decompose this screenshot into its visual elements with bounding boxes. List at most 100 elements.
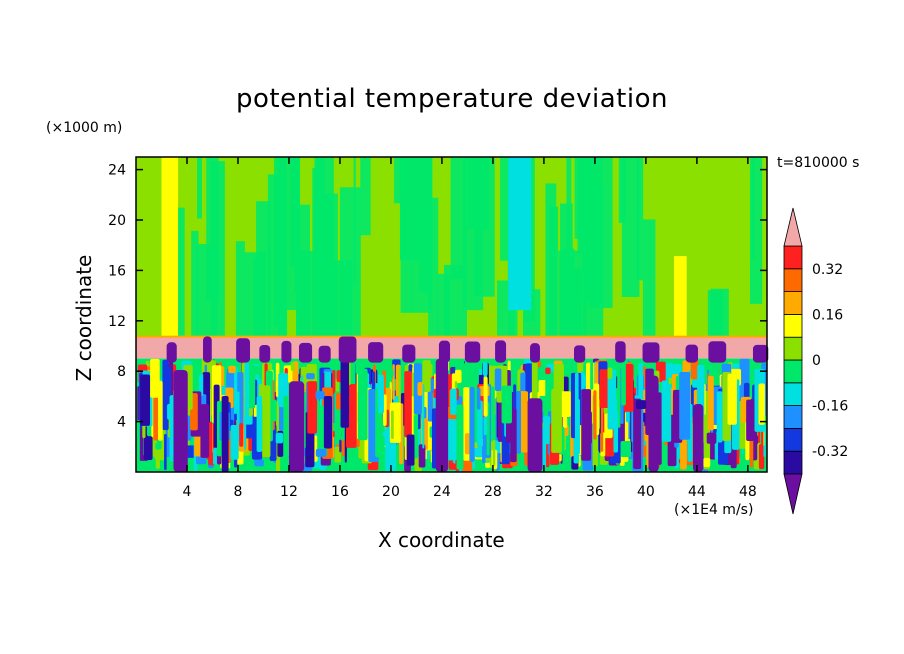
convective-cell bbox=[703, 457, 711, 468]
colorbar-band bbox=[783, 336, 803, 361]
x-tick-label: 8 bbox=[234, 484, 243, 500]
convective-cell bbox=[593, 390, 597, 440]
colorbar-band bbox=[783, 313, 803, 338]
convective-cell bbox=[636, 400, 647, 410]
plume-streak bbox=[428, 197, 439, 338]
yellow-streak bbox=[673, 256, 687, 338]
convective-cell bbox=[551, 388, 562, 453]
convective-cell bbox=[164, 433, 167, 471]
plume-streak bbox=[588, 157, 613, 308]
purple-bump bbox=[685, 344, 699, 363]
plume-streak bbox=[558, 250, 581, 338]
time-label: t=810000 s bbox=[777, 155, 860, 171]
colorbar: 0.32 0.16 0 -0.16 -0.32 bbox=[783, 207, 848, 515]
convective-cell bbox=[758, 383, 765, 425]
convective-cell bbox=[633, 398, 642, 470]
convective-cell bbox=[162, 359, 169, 431]
convective-cell bbox=[446, 419, 457, 461]
convective-cell bbox=[256, 395, 263, 452]
convective-cell bbox=[707, 375, 714, 431]
convective-cell bbox=[661, 380, 672, 442]
purple-bump bbox=[203, 336, 212, 363]
y-tick-label: 20 bbox=[108, 213, 126, 229]
purple-bump bbox=[708, 341, 727, 363]
plume-streak bbox=[545, 183, 557, 338]
plume-streak bbox=[636, 157, 644, 281]
convective-cell bbox=[607, 367, 613, 379]
convective-cell bbox=[483, 376, 488, 417]
plume-streak bbox=[235, 241, 245, 338]
convective-cell bbox=[315, 448, 327, 457]
x-tick-label: 20 bbox=[382, 484, 400, 500]
purple-bump bbox=[642, 342, 660, 363]
plume-streak bbox=[295, 250, 315, 338]
plume-streak bbox=[566, 157, 572, 280]
convective-cell bbox=[417, 382, 423, 396]
x-tick-label: 32 bbox=[535, 484, 553, 500]
purple-bump bbox=[368, 342, 384, 363]
convective-cell bbox=[406, 434, 415, 466]
convective-cell bbox=[545, 367, 551, 375]
convective-cell bbox=[665, 363, 674, 379]
convective-cell bbox=[537, 360, 541, 368]
plume-streak bbox=[751, 157, 755, 259]
purple-column bbox=[289, 381, 305, 472]
convective-cell bbox=[153, 386, 159, 441]
plume-streak bbox=[710, 288, 729, 338]
x-axis-unit: (×1E4 m/s) bbox=[674, 502, 754, 518]
convective-cell bbox=[158, 380, 163, 441]
convective-cell bbox=[340, 359, 350, 428]
colorbar-extend-min bbox=[783, 473, 803, 515]
convective-cell bbox=[464, 433, 471, 455]
colorbar-band bbox=[783, 405, 803, 429]
colorbar-extend-max bbox=[783, 207, 803, 247]
plume-streak bbox=[467, 157, 490, 230]
plume-streak bbox=[642, 219, 656, 338]
convective-cell bbox=[272, 399, 277, 422]
plume-streak bbox=[339, 187, 361, 338]
plot-frame bbox=[135, 156, 768, 473]
convective-cell bbox=[244, 362, 250, 418]
convective-cell bbox=[474, 445, 483, 458]
purple-bump bbox=[615, 341, 626, 363]
x-axis-label: X coordinate bbox=[378, 528, 505, 552]
purple-column bbox=[527, 398, 543, 472]
x-tick-label: 36 bbox=[586, 484, 604, 500]
purple-bump bbox=[166, 342, 177, 363]
purple-bump bbox=[402, 344, 416, 363]
colorbar-label: 0.32 bbox=[812, 262, 843, 278]
y-tick-label: 24 bbox=[108, 163, 126, 179]
convective-cell bbox=[746, 399, 755, 441]
y-axis: 4 8 12 16 20 24 bbox=[108, 163, 767, 431]
convective-cell bbox=[221, 396, 229, 472]
plume-streak bbox=[450, 157, 467, 280]
convective-cell bbox=[357, 368, 368, 441]
cyan-streak bbox=[508, 157, 532, 311]
convective-cell bbox=[455, 369, 462, 384]
convective-cell bbox=[422, 360, 431, 392]
purple-bump bbox=[574, 345, 586, 363]
y-tick-label: 12 bbox=[108, 314, 126, 330]
convective-cell bbox=[418, 444, 426, 468]
y-tick-label: 8 bbox=[117, 364, 126, 380]
purple-bump bbox=[298, 342, 313, 363]
plume-streak bbox=[437, 273, 450, 338]
convective-cell bbox=[450, 388, 457, 415]
convective-cell bbox=[262, 385, 271, 458]
convective-cell bbox=[690, 359, 699, 380]
plume-streak bbox=[394, 157, 406, 204]
convective-cell bbox=[348, 358, 351, 386]
purple-bump bbox=[438, 340, 451, 363]
plume-streak bbox=[618, 157, 626, 223]
convective-cell bbox=[140, 374, 151, 426]
convective-cell bbox=[621, 360, 626, 406]
convective-cell bbox=[339, 439, 342, 453]
convective-cell bbox=[466, 378, 477, 388]
convective-cell bbox=[377, 374, 384, 414]
purple-bump bbox=[530, 343, 540, 363]
colorbar-label: 0.16 bbox=[812, 307, 843, 323]
x-tick-label: 16 bbox=[331, 484, 349, 500]
convective-cell bbox=[228, 365, 236, 374]
convective-cell bbox=[560, 391, 571, 417]
